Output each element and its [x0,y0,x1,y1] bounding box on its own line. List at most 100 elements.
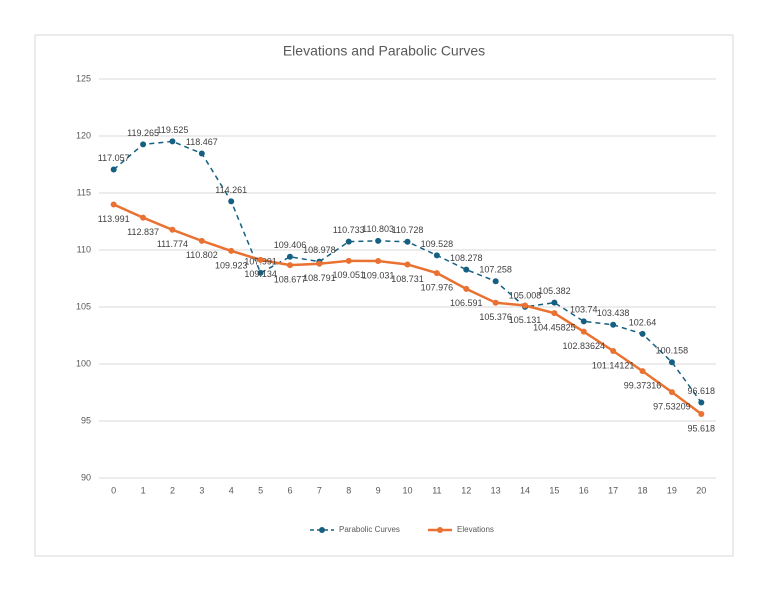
x-tick-label: 8 [346,485,351,495]
y-tick-label: 120 [76,130,91,140]
x-tick-label: 16 [579,485,589,495]
point [286,262,293,269]
point [140,141,147,148]
data-label: 118.467 [186,137,218,147]
x-tick-label: 20 [696,485,706,495]
point [404,238,411,245]
data-label: 103.438 [597,308,630,318]
point [375,258,382,265]
data-label: 100.158 [656,346,689,356]
point [228,247,235,254]
point [522,302,529,309]
x-tick-label: 17 [608,485,618,495]
point [610,347,617,354]
data-label: 102.64 [629,317,657,327]
point [110,201,117,208]
point [639,330,646,337]
y-tick-label: 115 [77,187,91,197]
data-label: 109.528 [421,239,454,249]
chart-frame [34,34,734,557]
point [433,270,440,277]
data-label: 108.278 [450,253,483,263]
x-tick-label: 14 [520,485,530,495]
point [698,399,705,406]
y-tick-label: 125 [76,73,91,83]
data-label: 101.14121 [592,360,635,370]
x-tick-label: 1 [141,485,146,495]
chart-title: Elevations and Parabolic Curves [283,43,485,59]
x-tick-label: 10 [402,485,412,495]
x-tick-label: 19 [667,485,677,495]
data-label: 108.731 [391,274,424,284]
point [345,257,352,264]
point [404,261,411,268]
point [551,310,558,317]
data-label: 119.525 [157,125,189,135]
data-label: 119.265 [127,128,159,138]
legend-marker [437,527,443,533]
data-label: 110.802 [186,250,218,260]
x-tick-label: 5 [258,485,263,495]
data-label: 96.618 [688,386,716,396]
data-label: 111.774 [157,239,188,249]
point [198,237,205,244]
x-tick-label: 11 [432,485,441,495]
data-label: 106.591 [450,298,483,308]
data-label: 109.406 [274,240,307,250]
data-label: 105.376 [479,312,512,322]
data-label: 117.057 [98,153,130,163]
data-label: 107.976 [421,282,454,292]
data-label: 105.131 [509,315,542,325]
data-label: 108.978 [303,245,336,255]
x-tick-label: 15 [549,485,559,495]
point [169,138,176,145]
point [228,198,235,205]
data-label: 107.258 [479,265,512,275]
x-tick-label: 12 [461,485,471,495]
legend-label: Parabolic Curves [339,525,400,534]
point [198,150,205,157]
data-label: 103.74 [570,305,598,315]
data-label: 112.837 [127,227,159,237]
point [345,238,352,245]
data-label: 108.677 [274,274,307,284]
point [492,299,499,306]
point [169,226,176,233]
x-tick-label: 6 [287,485,292,495]
x-tick-label: 0 [111,485,116,495]
data-label: 110.733 [333,225,365,235]
data-label: 97.53209 [653,402,691,412]
data-label: 95.618 [688,423,716,433]
y-tick-label: 100 [76,358,91,368]
point [580,318,587,325]
point [375,237,382,244]
point [668,389,675,396]
data-label: 108.791 [303,273,336,283]
point [639,368,646,375]
x-tick-label: 7 [317,485,322,495]
point [580,328,587,335]
data-label: 109.031 [362,270,395,280]
point [257,269,264,276]
data-label: 109.923 [215,260,248,270]
point [551,299,558,306]
x-tick-label: 18 [638,485,648,495]
point [698,410,705,417]
y-tick-label: 110 [77,244,91,254]
legend-marker [319,527,325,533]
point [463,266,470,273]
data-label: 113.991 [98,214,130,224]
point [286,253,293,260]
point [140,214,147,221]
data-label: 110.728 [392,225,424,235]
data-label: 99.37316 [624,381,662,391]
data-label: 109.134 [244,269,277,279]
x-tick-label: 4 [229,485,234,495]
point [668,359,675,366]
data-label: 104.45825 [533,323,576,333]
data-label: 102.83624 [563,341,606,351]
point [433,252,440,259]
point [110,166,117,173]
